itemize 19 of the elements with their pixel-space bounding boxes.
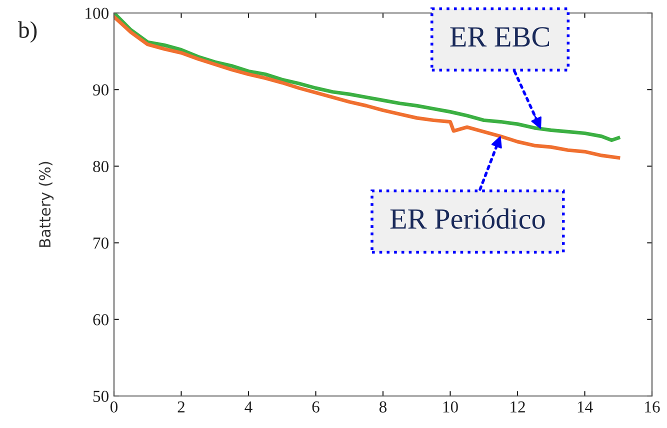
annotation: ER EBC xyxy=(450,27,550,47)
y-tick-label: 50 xyxy=(93,390,109,402)
text: b) xyxy=(18,21,37,43)
y-tick-label: 80 xyxy=(93,160,109,172)
y-axis-title: Battery (%) xyxy=(38,162,54,247)
x-tick-label: 0 xyxy=(110,401,118,413)
x-tick-label: 2 xyxy=(178,401,184,412)
x-tick-label: 16 xyxy=(645,401,660,413)
y-tick-label: 100 xyxy=(86,8,109,19)
y-tick-label: 70 xyxy=(94,238,109,249)
annotation: ER Periódico xyxy=(390,208,545,229)
x-tick-label: 4 xyxy=(244,401,252,412)
y-tick-label: 60 xyxy=(93,314,109,326)
x-tick-label: 8 xyxy=(379,401,387,413)
y-tick-label: 90 xyxy=(93,84,109,96)
x-tick-label: 6 xyxy=(312,401,320,413)
x-tick-label: 10 xyxy=(443,401,458,413)
x-tick-label: 12 xyxy=(510,401,525,412)
x-tick-label: 14 xyxy=(578,401,593,412)
